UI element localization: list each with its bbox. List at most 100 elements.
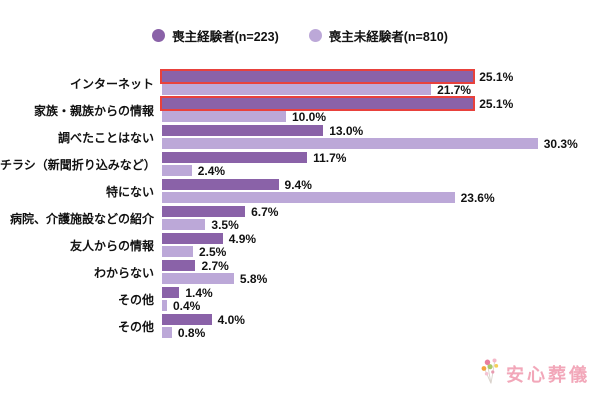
bar-line: 23.6% [162, 190, 495, 205]
legend-item-inexperienced: 喪主未経験者(n=810) [308, 26, 448, 45]
bar-experienced [162, 125, 324, 136]
bar-experienced [162, 287, 180, 298]
bar-inexperienced [162, 273, 234, 284]
bar-line: 5.8% [162, 271, 268, 286]
category-label: 特にない [105, 184, 154, 199]
category-label: インターネット [69, 76, 154, 91]
value-label: 4.0% [217, 312, 245, 327]
bar-group: 13.0% 30.3% [162, 123, 578, 151]
bar-experienced [162, 152, 308, 163]
value-label: 4.9% [228, 231, 257, 246]
bar-line: 2.7% [162, 258, 267, 273]
value-label: 21.7% [437, 82, 472, 97]
value-label: 5.8% [239, 271, 268, 286]
value-label: 6.7% [251, 204, 279, 219]
category-label: チラシ（新聞折り込みなど） [0, 157, 156, 172]
bar-group: 9.4% 23.6% [162, 177, 495, 205]
bar-line: 0.8% [162, 325, 245, 340]
bar-inexperienced [162, 219, 206, 230]
chart-rows: インターネット 25.1% 21.7% 家族・親族からの情報 25.1% 10.0% 調べた… [0, 69, 600, 340]
chart-row: チラシ（新聞折り込みなど） 11.7% 2.4% [0, 150, 600, 178]
chart-row: その他 4.0% 0.8% [0, 312, 600, 340]
bar-line: 4.9% [162, 231, 257, 246]
bar-group: 11.7% 2.4% [162, 150, 347, 178]
value-label: 0.4% [172, 298, 201, 313]
category-label: その他 [117, 292, 154, 307]
bar-inexperienced [162, 246, 193, 257]
legend-label-inexperienced: 喪主未経験者(n=810) [328, 30, 448, 44]
chart-row: 特にない 9.4% 23.6% [0, 177, 600, 205]
bar-line: 6.7% [162, 204, 279, 219]
category-label: その他 [117, 319, 154, 334]
bar-line: 2.4% [162, 163, 346, 178]
bar-line: 10.0% [162, 109, 513, 124]
value-label: 2.4% [197, 163, 226, 178]
brand-logo: 安心葬儀 [479, 357, 590, 392]
bar-line: 25.1% [159, 96, 514, 111]
bar-experienced [162, 260, 196, 271]
logo-text: 安心葬儀 [506, 364, 590, 385]
bar-line: 11.7% [162, 150, 347, 165]
chart-row: インターネット 25.1% 21.7% [0, 69, 600, 97]
category-label: 家族・親族からの情報 [33, 103, 154, 118]
bar-experienced-highlighted [159, 96, 476, 111]
value-label: 13.0% [329, 123, 364, 138]
legend-dot-inexperienced-icon [308, 29, 322, 42]
bar-group: 2.7% 5.8% [162, 258, 268, 286]
chart-row: 調べたことはない 13.0% 30.3% [0, 123, 600, 151]
bar-experienced [162, 206, 246, 217]
bar-line: 2.5% [162, 244, 256, 259]
bar-group: 6.7% 3.5% [162, 204, 279, 232]
bar-inexperienced [162, 165, 192, 176]
bar-inexperienced [162, 300, 167, 311]
chart-row: わからない 2.7% 5.8% [0, 258, 600, 286]
value-label: 3.5% [211, 217, 239, 232]
bar-group: 25.1% 21.7% [159, 69, 514, 97]
chart-row: 病院、介護施設などの紹介 6.7% 3.5% [0, 204, 600, 232]
bar-line: 1.4% [162, 285, 213, 300]
value-label: 2.7% [201, 258, 229, 273]
chart-row: 友人からの情報 4.9% 2.5% [0, 231, 600, 259]
value-label: 0.8% [177, 325, 206, 340]
bar-line: 30.3% [162, 136, 578, 151]
legend-item-experienced: 喪主経験者(n=223) [152, 26, 279, 45]
bar-inexperienced [162, 327, 172, 338]
value-label: 25.1% [479, 69, 514, 84]
bar-line: 0.4% [162, 298, 213, 313]
flower-icon [479, 357, 503, 392]
legend-label-experienced: 喪主経験者(n=223) [172, 30, 279, 44]
category-label: 友人からの情報 [69, 238, 154, 253]
bar-line: 4.0% [162, 312, 245, 327]
bar-inexperienced [162, 84, 432, 95]
category-label: 病院、介護施設などの紹介 [9, 211, 154, 226]
chart-legend: 喪主経験者(n=223) 喪主未経験者(n=810) [0, 0, 600, 45]
value-label: 30.3% [543, 136, 578, 151]
value-label: 25.1% [479, 96, 514, 111]
bar-inexperienced [162, 111, 286, 122]
bar-line: 21.7% [162, 82, 513, 97]
bar-group: 4.0% 0.8% [162, 312, 245, 340]
chart-row: 家族・親族からの情報 25.1% 10.0% [0, 96, 600, 124]
bar-group: 4.9% 2.5% [162, 231, 257, 259]
bar-line: 13.0% [162, 123, 578, 138]
value-label: 2.5% [199, 244, 227, 259]
category-label: 調べたことはない [57, 130, 154, 145]
bar-experienced [162, 233, 223, 244]
bar-experienced [162, 314, 212, 325]
value-label: 9.4% [284, 177, 312, 192]
bar-group: 1.4% 0.4% [162, 285, 213, 313]
bar-experienced-highlighted [159, 69, 476, 84]
value-label: 10.0% [292, 109, 327, 124]
bar-line: 3.5% [162, 217, 278, 232]
bar-group: 25.1% 10.0% [159, 96, 514, 124]
bar-inexperienced [162, 192, 455, 203]
value-label: 23.6% [460, 190, 495, 205]
value-label: 11.7% [313, 150, 347, 165]
value-label: 1.4% [185, 285, 213, 300]
bar-experienced [162, 179, 279, 190]
bar-inexperienced [162, 138, 538, 149]
category-label: わからない [93, 265, 154, 280]
bar-line: 25.1% [159, 69, 514, 84]
chart-row: その他 1.4% 0.4% [0, 285, 600, 313]
bar-line: 9.4% [162, 177, 495, 192]
